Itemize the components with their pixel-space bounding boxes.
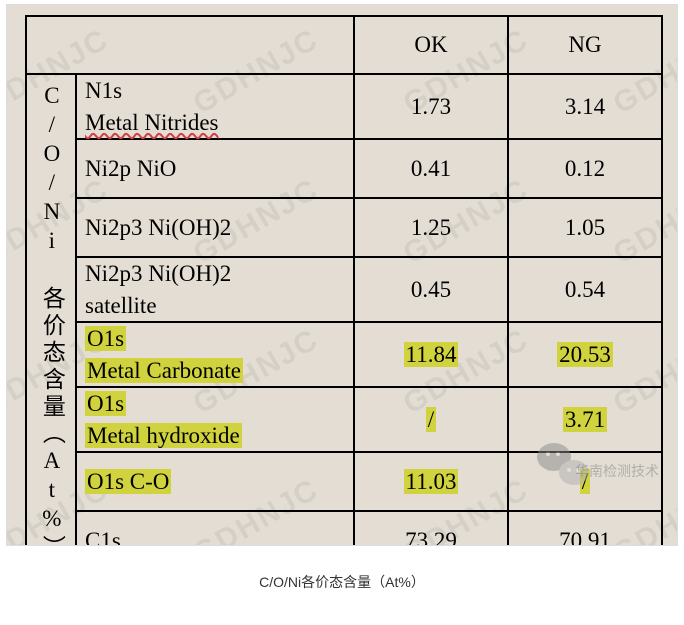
row-label: O1s C-O — [76, 452, 354, 511]
table-row: Ni2p3 Ni(OH)2 satellite 0.45 0.54 — [26, 257, 662, 322]
table-row: O1s C-O 11.03 / — [26, 452, 662, 511]
table-row: C1s 73.29 70.91 — [26, 511, 662, 546]
table-wrapper: OK NG C/O/Ni 各价态含量（At%） N1s Metal Nitrid… — [25, 15, 661, 546]
row-ng: 70.91 — [508, 511, 662, 546]
row-ok: 0.45 — [354, 257, 508, 322]
side-label-cell: C/O/Ni 各价态含量（At%） — [26, 74, 76, 546]
table-row: Ni2p NiO 0.41 0.12 — [26, 139, 662, 198]
row-label: Ni2p3 Ni(OH)2 satellite — [76, 257, 354, 322]
figure-caption: C/O/Ni各价态含量（At%） — [0, 572, 684, 592]
header-ng: NG — [508, 16, 662, 74]
row-label: N1s Metal Nitrides — [76, 74, 354, 139]
row-ng: 0.12 — [508, 139, 662, 198]
data-table: OK NG C/O/Ni 各价态含量（At%） N1s Metal Nitrid… — [25, 15, 663, 546]
row-label: C1s — [76, 511, 354, 546]
row-ng: / — [508, 452, 662, 511]
table-row: Ni2p3 Ni(OH)2 1.25 1.05 — [26, 198, 662, 257]
table-row: O1s Metal Carbonate 11.84 20.53 — [26, 322, 662, 387]
row-ng: 3.14 — [508, 74, 662, 139]
row-ok: 73.29 — [354, 511, 508, 546]
row-label: O1s Metal hydroxide — [76, 387, 354, 452]
row-ok: 0.41 — [354, 139, 508, 198]
row-ok: 11.03 — [354, 452, 508, 511]
table-row: C/O/Ni 各价态含量（At%） N1s Metal Nitrides 1.7… — [26, 74, 662, 139]
row-ok: 1.73 — [354, 74, 508, 139]
row-ok: 11.84 — [354, 322, 508, 387]
row-label: Ni2p3 Ni(OH)2 — [76, 198, 354, 257]
table-header-row: OK NG — [26, 16, 662, 74]
side-label: C/O/Ni 各价态含量（At%） — [37, 83, 66, 547]
row-label: Ni2p NiO — [76, 139, 354, 198]
figure-container: GDHNJC GDHNJC GDHNJC GDHNJC GDHNJC GDHNJ… — [6, 4, 678, 546]
row-label: O1s Metal Carbonate — [76, 322, 354, 387]
row-ng: 20.53 — [508, 322, 662, 387]
row-ng: 3.71 — [508, 387, 662, 452]
header-blank — [26, 16, 354, 74]
row-ok: / — [354, 387, 508, 452]
row-ok: 1.25 — [354, 198, 508, 257]
header-ok: OK — [354, 16, 508, 74]
row-ng: 0.54 — [508, 257, 662, 322]
table-row: O1s Metal hydroxide / 3.71 — [26, 387, 662, 452]
row-ng: 1.05 — [508, 198, 662, 257]
